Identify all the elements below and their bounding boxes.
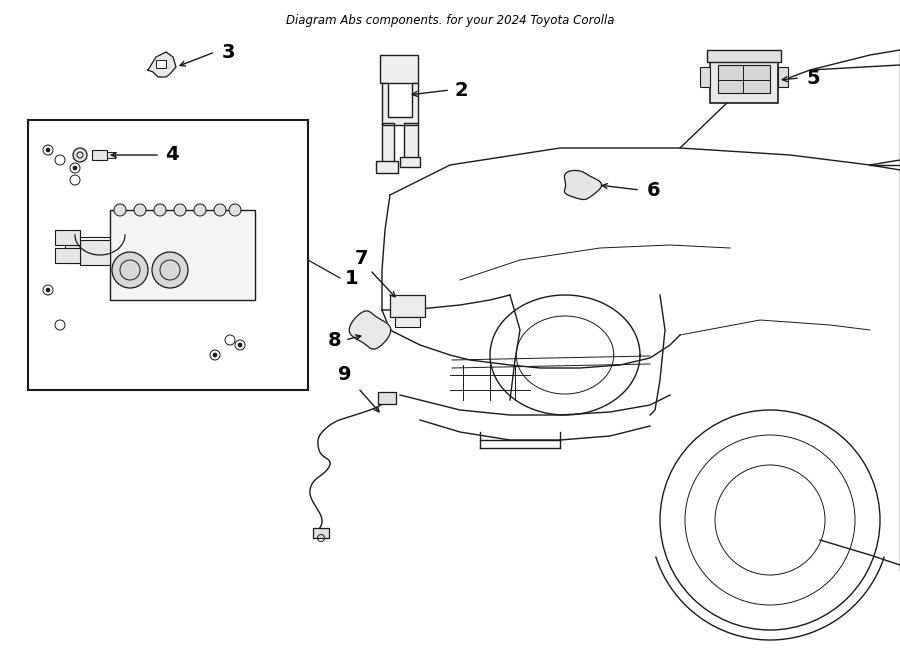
- Circle shape: [238, 343, 242, 347]
- Circle shape: [112, 252, 148, 288]
- Circle shape: [73, 148, 87, 162]
- Bar: [28, 120, 308, 390]
- Circle shape: [194, 204, 206, 216]
- Bar: [707, 50, 781, 62]
- Text: 6: 6: [647, 180, 661, 200]
- Bar: [778, 67, 788, 87]
- Bar: [92, 150, 107, 160]
- Circle shape: [213, 353, 217, 357]
- Bar: [55, 248, 80, 263]
- Bar: [107, 152, 115, 158]
- Bar: [376, 161, 398, 173]
- Bar: [390, 295, 425, 317]
- Bar: [700, 67, 710, 87]
- Bar: [65, 255, 80, 263]
- Bar: [55, 230, 80, 245]
- Bar: [380, 55, 418, 83]
- Text: 9: 9: [338, 364, 352, 383]
- Circle shape: [114, 204, 126, 216]
- Polygon shape: [349, 311, 391, 349]
- Circle shape: [152, 252, 188, 288]
- Bar: [80, 240, 110, 265]
- Circle shape: [73, 166, 77, 170]
- Bar: [710, 55, 778, 103]
- Polygon shape: [382, 83, 418, 125]
- Text: 3: 3: [222, 42, 236, 61]
- Circle shape: [229, 204, 241, 216]
- Bar: [313, 528, 329, 538]
- Circle shape: [174, 204, 186, 216]
- Bar: [156, 60, 166, 68]
- Text: 8: 8: [328, 330, 342, 350]
- Polygon shape: [564, 171, 601, 200]
- Circle shape: [214, 204, 226, 216]
- Text: 7: 7: [355, 249, 368, 268]
- Circle shape: [46, 148, 50, 152]
- Text: Diagram Abs components. for your 2024 Toyota Corolla: Diagram Abs components. for your 2024 To…: [286, 14, 614, 27]
- Bar: [378, 392, 396, 404]
- Bar: [400, 157, 420, 167]
- Polygon shape: [148, 52, 176, 77]
- Bar: [395, 317, 420, 327]
- Text: 5: 5: [806, 69, 820, 87]
- Bar: [404, 123, 418, 158]
- Bar: [110, 210, 255, 300]
- Bar: [382, 123, 394, 163]
- Text: 1: 1: [345, 268, 358, 288]
- Bar: [65, 243, 80, 251]
- Circle shape: [46, 288, 50, 292]
- Text: 2: 2: [455, 81, 469, 100]
- Text: 4: 4: [165, 145, 178, 165]
- Circle shape: [134, 204, 146, 216]
- Circle shape: [154, 204, 166, 216]
- Bar: [718, 65, 770, 93]
